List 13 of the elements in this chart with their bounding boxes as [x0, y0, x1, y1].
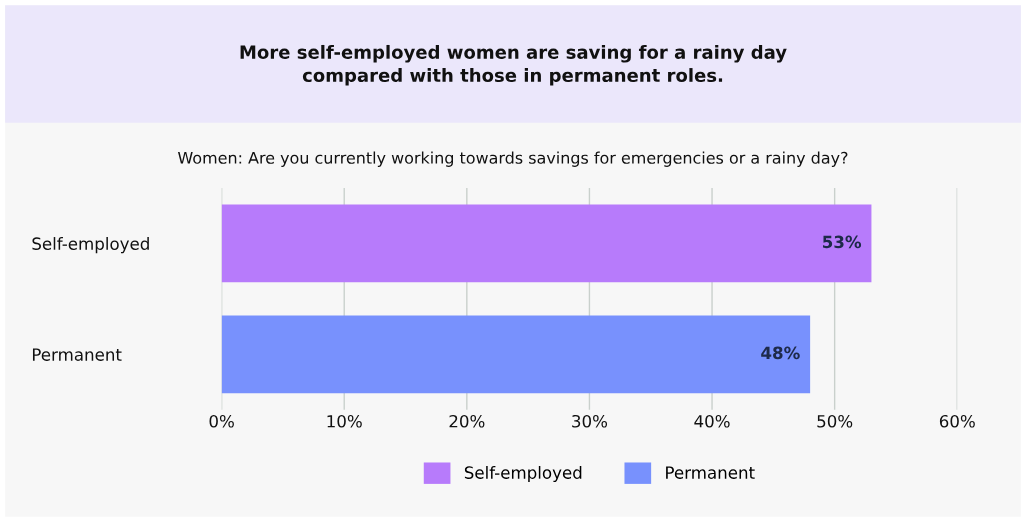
legend-label: Permanent: [666, 466, 755, 479]
data-label: 53%: [823, 235, 862, 249]
x-tick-label: 20%: [449, 414, 485, 428]
x-tick-label: 30%: [572, 414, 608, 428]
chart-subtitle: Women: Are you currently working towards savings for emergencies or a rainy day?: [177, 151, 848, 167]
x-tick-label: 40%: [694, 414, 730, 428]
x-tick-label: 60%: [939, 414, 975, 428]
data-label: 48%: [761, 346, 800, 360]
x-tick-label: 0%: [209, 414, 234, 428]
legend-label: Self-employed: [464, 465, 582, 483]
chart-title: More self-employed women are saving for a rainy day compared with those in permanent roles.: [240, 44, 787, 86]
x-tick-label: 50%: [817, 414, 853, 428]
x-tick-label: 10%: [327, 414, 362, 428]
